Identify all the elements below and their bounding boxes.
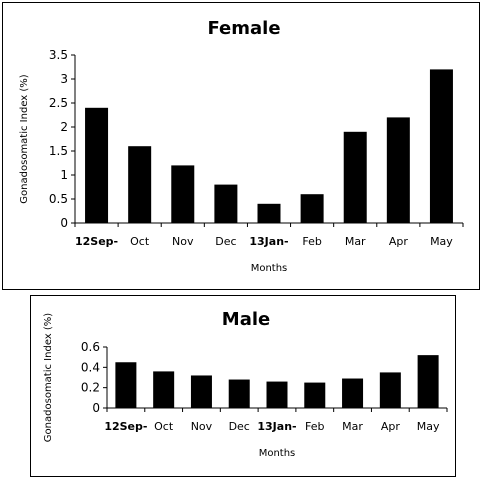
male-chart-panel: Male 0 0.2 0.4 0.6 12Sep- Oct Nov Dec 13Jan- Feb M… [30,295,456,477]
bar [190,375,212,408]
x-tick-label: Apr [381,420,401,433]
bar [228,379,250,408]
male-chart: Male 0 0.2 0.4 0.6 12Sep- Oct Nov Dec 13Jan- Feb M… [43,309,448,459]
y-tick-label: 2.5 [49,96,68,110]
female-bars: 0 0.5 1 1.5 2 2.5 3 3.5 12Sep- Oct Nov Dec 13Jan- Feb… [19,48,464,274]
x-tick-label: Oct [154,420,174,433]
x-tick-label: Nov [172,235,194,248]
x-tick-label: 13Jan- [249,235,288,248]
x-tick-label: Mar [342,420,363,433]
bar [266,381,288,408]
bar [342,378,364,408]
y-tick-label: 0.5 [49,192,68,206]
x-tick-label: Feb [305,420,324,433]
bar [115,362,137,408]
bar [85,107,109,223]
female-chart-panel: Female 0 0.5 1 1.5 2 2.5 3 3.5 12Sep- Oct Nov Dec 13… [2,2,480,290]
x-tick-label: 12Sep- [75,235,118,248]
y-tick-label: 3 [60,72,68,86]
bar [171,165,195,223]
bar [304,382,326,408]
y-axis-title: Gonadosomatic Index (%) [19,74,30,203]
x-tick-label: 12Sep- [104,420,147,433]
female-chart: Female 0 0.5 1 1.5 2 2.5 3 3.5 12Sep- Oct Nov Dec 13… [19,18,464,274]
chart-title: Male [222,309,270,330]
x-axis-title: Months [251,263,288,274]
x-tick-label: Apr [389,235,409,248]
y-tick-label: 1.5 [49,144,68,158]
chart-title: Female [207,18,280,39]
x-tick-label: Mar [345,235,366,248]
bar [257,203,281,223]
x-tick-label: 13Jan- [257,420,296,433]
bar [343,131,367,223]
x-tick-label: Oct [130,235,150,248]
bar [429,69,453,224]
y-tick-label: 0.4 [81,360,100,374]
bar [379,372,401,408]
bar [153,371,175,408]
male-bars: 0 0.2 0.4 0.6 12Sep- Oct Nov Dec 13Jan- Feb Mar Apr… [43,313,448,459]
y-tick-label: 0.2 [81,381,100,395]
x-axis-title: Months [259,448,296,459]
y-tick-label: 0.6 [81,340,100,354]
y-tick-label: 1 [60,168,68,182]
bar [128,146,152,223]
x-tick-label: May [417,420,440,433]
x-tick-label: Dec [229,420,250,433]
y-tick-label: 0 [92,401,100,415]
bar [300,194,324,223]
bar [386,117,410,223]
bar [417,355,439,408]
x-tick-label: May [430,235,453,248]
x-tick-label: Nov [191,420,213,433]
y-tick-label: 2 [60,120,68,134]
y-tick-label: 0 [60,216,68,230]
x-tick-label: Dec [215,235,236,248]
x-tick-label: Feb [302,235,321,248]
y-tick-label: 3.5 [49,48,68,62]
bar [214,184,238,223]
y-axis-title: Gonadosomatic Index (%) [43,313,54,442]
